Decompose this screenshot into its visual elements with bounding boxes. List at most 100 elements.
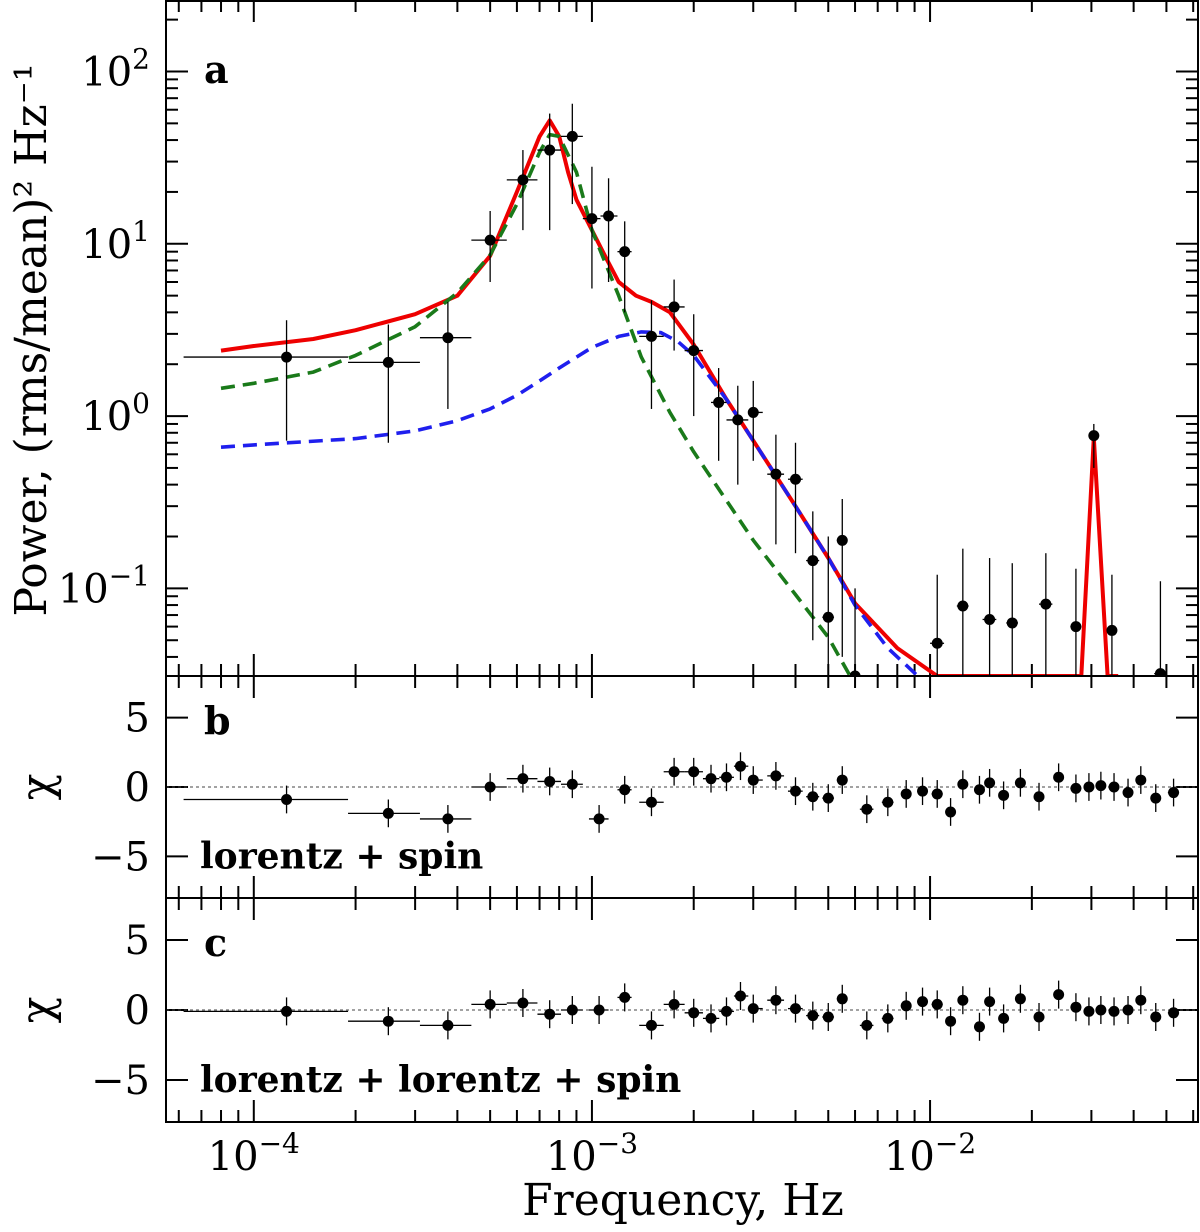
data-point bbox=[713, 396, 725, 408]
data-point bbox=[705, 773, 717, 785]
data-point bbox=[1033, 791, 1045, 803]
data-point bbox=[822, 1011, 834, 1023]
panel-label-c: c bbox=[204, 920, 227, 965]
data-point bbox=[1053, 771, 1065, 783]
data-point bbox=[382, 807, 394, 819]
data-point bbox=[1168, 787, 1180, 799]
x-tick-label: 10−2 bbox=[884, 1127, 976, 1180]
data-point bbox=[544, 1008, 556, 1020]
data-point bbox=[442, 332, 454, 344]
data-point bbox=[1040, 598, 1052, 610]
data-point bbox=[1095, 780, 1107, 792]
data-point bbox=[1106, 624, 1118, 636]
plot-area-a bbox=[183, 103, 1167, 676]
data-point bbox=[734, 990, 746, 1002]
panel-c-frame bbox=[165, 897, 1199, 1123]
panel-label-a: a bbox=[204, 47, 229, 92]
data-point bbox=[688, 766, 700, 778]
data-point bbox=[732, 414, 744, 426]
data-point bbox=[957, 778, 969, 790]
data-point bbox=[1070, 1001, 1082, 1013]
data-point bbox=[747, 774, 759, 786]
data-point bbox=[645, 1019, 657, 1031]
data-point bbox=[931, 788, 943, 800]
y-tick-label: 102 bbox=[81, 42, 150, 95]
data-point bbox=[619, 246, 631, 258]
data-point bbox=[566, 130, 578, 142]
data-point bbox=[281, 351, 293, 363]
data-point bbox=[747, 1003, 759, 1015]
data-point bbox=[1154, 668, 1166, 676]
data-point bbox=[1014, 777, 1026, 789]
data-point bbox=[1083, 1005, 1095, 1017]
data-point bbox=[668, 766, 680, 778]
data-point bbox=[931, 637, 943, 649]
data-point bbox=[645, 330, 657, 342]
data-point bbox=[882, 1012, 894, 1024]
data-point bbox=[668, 998, 680, 1010]
data-point bbox=[861, 1019, 873, 1031]
data-point bbox=[382, 356, 394, 368]
data-point bbox=[1088, 430, 1100, 442]
data-point bbox=[734, 760, 746, 772]
data-point bbox=[442, 813, 454, 825]
data-point bbox=[807, 555, 819, 567]
y-axis-label-power: Power, (rms/mean)² Hz⁻¹ bbox=[6, 63, 57, 616]
data-point bbox=[720, 1005, 732, 1017]
data-point bbox=[747, 406, 759, 418]
y-tick-label: −5 bbox=[91, 1058, 150, 1104]
data-point bbox=[544, 144, 556, 156]
data-point bbox=[1150, 1011, 1162, 1023]
data-point bbox=[973, 1021, 985, 1033]
data-point bbox=[807, 791, 819, 803]
data-point bbox=[807, 1010, 819, 1022]
data-point bbox=[645, 796, 657, 808]
data-point bbox=[790, 785, 802, 797]
data-point bbox=[1053, 989, 1065, 1001]
data-point bbox=[1122, 1004, 1134, 1016]
data-point bbox=[770, 468, 782, 480]
data-point bbox=[836, 774, 848, 786]
panel-c: 5 0 −5 χ c lorentz + lorentz + spin 10−4 10−3 10… bbox=[12, 897, 1199, 1180]
data-point bbox=[790, 473, 802, 485]
data-point bbox=[790, 1003, 802, 1015]
data-point bbox=[619, 784, 631, 796]
data-point bbox=[688, 345, 700, 357]
data-point bbox=[517, 174, 529, 186]
lorentz-component-2-curve bbox=[220, 330, 920, 676]
model-annotation-b: lorentz + spin bbox=[200, 835, 483, 877]
data-point bbox=[822, 792, 834, 804]
data-point bbox=[945, 1015, 957, 1027]
y-tick-label: 101 bbox=[81, 215, 150, 268]
data-point bbox=[281, 1005, 293, 1017]
data-point bbox=[517, 773, 529, 785]
data-point bbox=[1083, 781, 1095, 793]
axis-labels: Power, (rms/mean)² Hz⁻¹ Frequency, Hz bbox=[6, 63, 844, 1226]
data-point bbox=[382, 1015, 394, 1027]
data-point bbox=[566, 1004, 578, 1016]
data-point bbox=[1070, 782, 1082, 794]
data-point bbox=[1168, 1007, 1180, 1019]
data-point bbox=[984, 996, 996, 1008]
data-point bbox=[619, 991, 631, 1003]
data-point bbox=[973, 784, 985, 796]
data-point bbox=[484, 781, 496, 793]
data-point bbox=[705, 1012, 717, 1024]
data-point bbox=[1095, 1004, 1107, 1016]
x-tick-label: 10−4 bbox=[208, 1127, 300, 1180]
plot-area-b bbox=[166, 752, 1198, 833]
data-point bbox=[720, 771, 732, 783]
data-point bbox=[1033, 1011, 1045, 1023]
y-axis-label-chi: χ bbox=[12, 997, 63, 1024]
data-point bbox=[984, 777, 996, 789]
data-point bbox=[668, 301, 680, 313]
panel-b: 5 0 −5 χ b lorentz + spin bbox=[12, 675, 1199, 899]
model-annotation-c: lorentz + lorentz + spin bbox=[200, 1059, 681, 1101]
panel-label-b: b bbox=[204, 698, 231, 743]
data-point bbox=[1135, 994, 1147, 1006]
data-point bbox=[998, 789, 1010, 801]
y-axis-label-chi: χ bbox=[12, 774, 63, 801]
lorentz-component-1-curve bbox=[220, 132, 852, 676]
data-point bbox=[1014, 993, 1026, 1005]
